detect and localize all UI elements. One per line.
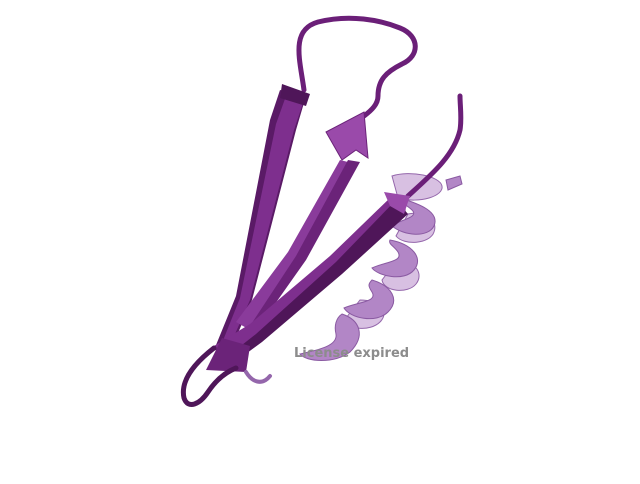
strand-3-arrowhead-bottom: [206, 338, 250, 372]
c-terminal-tail: [405, 93, 464, 199]
top-loop: [296, 15, 418, 119]
license-watermark: License expired: [294, 346, 410, 361]
strand-2-arrowhead: [325, 111, 369, 161]
beta-strand-2: [236, 111, 369, 330]
bottom-loop-2: [244, 370, 272, 384]
bottom-loop: [180, 345, 239, 408]
beta-strand-1: [214, 84, 310, 352]
beta-strand-3: [206, 192, 410, 372]
